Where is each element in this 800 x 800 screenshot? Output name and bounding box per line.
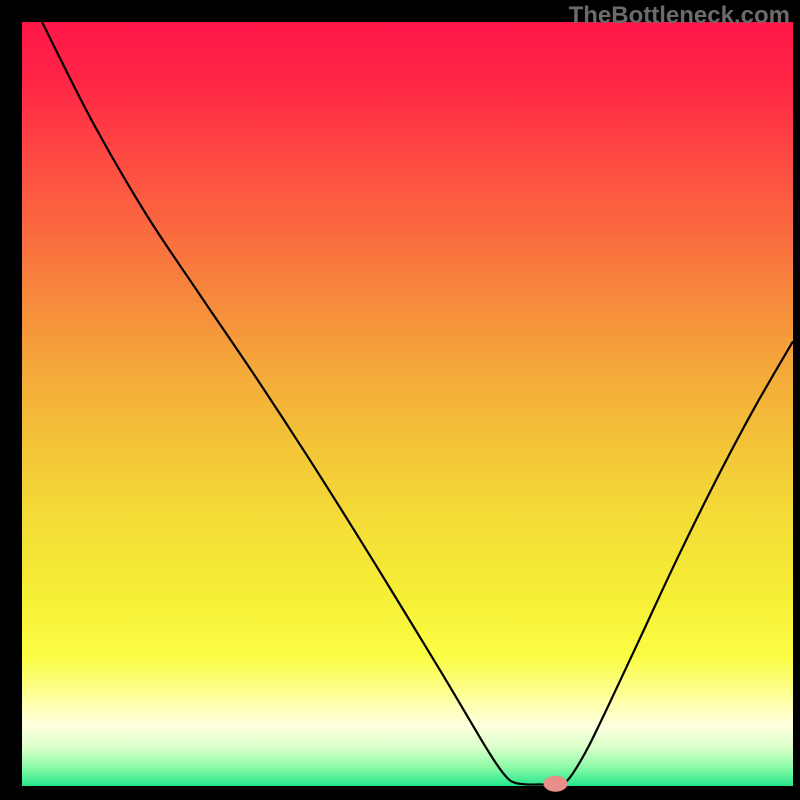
optimal-point-marker	[544, 776, 568, 792]
plot-background-rect	[22, 22, 793, 786]
chart-canvas: TheBottleneck.com	[0, 0, 800, 800]
bottleneck-line-chart	[0, 0, 800, 800]
watermark-text: TheBottleneck.com	[569, 2, 790, 30]
